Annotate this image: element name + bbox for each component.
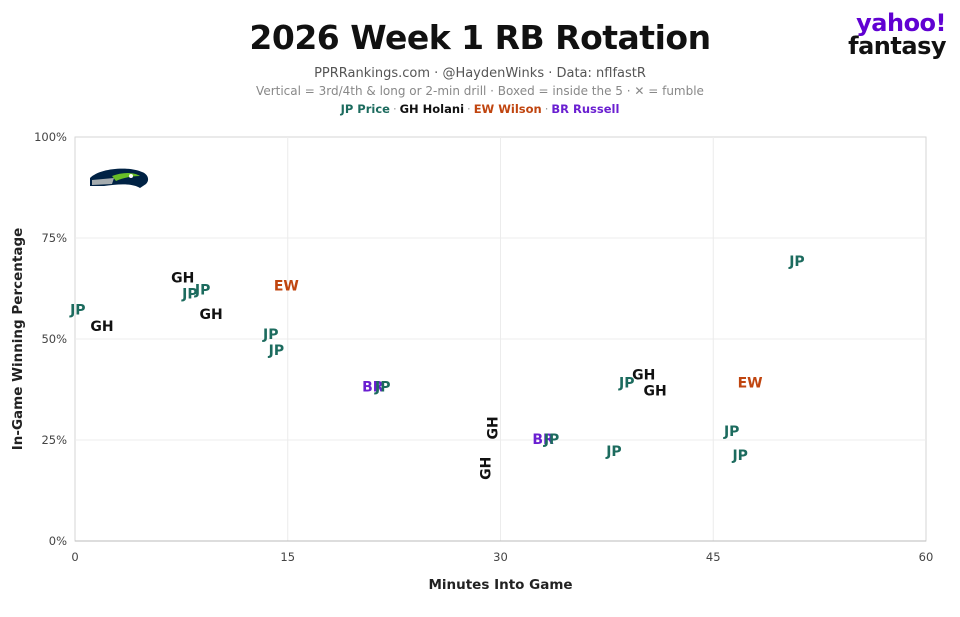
point-label-jp: JP [181, 287, 197, 303]
brand-line-fantasy: fantasy [848, 31, 946, 60]
chart-subtitle-source: PPRRankings.com · @HaydenWinks · Data: n… [314, 66, 646, 81]
logo-gray-stripe [92, 178, 114, 185]
point-label-jp: JP [374, 379, 390, 395]
x-tick-label: 45 [706, 550, 721, 564]
point-label-gh: GH [643, 384, 666, 400]
chart-legend: JP Price · GH Holani · EW Wilson · BR Russell [0, 102, 960, 116]
point-label-jp: JP [262, 327, 278, 343]
chart-ticks: 0 15 30 45 60 0% 25% 50% 75% 100% [34, 130, 933, 564]
logo-green-accent [112, 173, 140, 181]
point-label-jp: JP [605, 444, 621, 460]
legend-item-gh-holani: GH Holani [399, 102, 465, 116]
point-label-gh: GH [171, 270, 194, 286]
chart-title: 2026 Week 1 RB Rotation [249, 18, 711, 57]
point-label-jp: JP [69, 303, 85, 319]
point-label-jp: JP [268, 343, 284, 359]
x-tick-label: 0 [71, 550, 78, 564]
y-tick-label: 50% [41, 332, 67, 346]
chart-marks: JPGHGHJPJPGHEWJPJPBRJPGHGHBRJPJPJPGHGHEW… [69, 254, 805, 480]
legend-item-jp-price: JP Price [340, 102, 390, 116]
legend-separator: · [467, 102, 471, 116]
chart-subtitle-notes: Vertical = 3rd/4th & long or 2-min drill… [256, 84, 704, 98]
legend-separator: · [544, 102, 549, 116]
x-tick-label: 15 [280, 550, 295, 564]
y-tick-label: 75% [41, 231, 67, 245]
point-label-jp: JP [194, 283, 210, 299]
point-label-jp: JP [723, 424, 739, 440]
point-label-br: BR [362, 379, 384, 395]
point-label-ew: EW [738, 375, 763, 391]
y-tick-label: 100% [34, 130, 67, 144]
legend-item-br-russell: BR Russell [551, 102, 620, 116]
point-label-jp: JP [618, 375, 634, 391]
point-label-br: BR [532, 432, 554, 448]
chart-grid [74, 136, 927, 542]
y-tick-label: 0% [49, 534, 67, 548]
point-label-gh: GH [90, 319, 113, 335]
point-label-gh: GH [485, 416, 501, 439]
x-axis-label: Minutes Into Game [428, 577, 573, 593]
yahoo-fantasy-logo: yahoo! fantasy [848, 9, 946, 60]
point-label-gh: GH [632, 367, 655, 383]
legend-separator: · [392, 102, 397, 116]
x-tick-label: 30 [493, 550, 508, 564]
point-label-jp: JP [543, 432, 559, 448]
y-axis-label: In-Game Winning Percentage [10, 227, 26, 451]
y-tick-label: 25% [41, 433, 67, 447]
point-label-jp: JP [788, 254, 804, 270]
point-label-ew: EW [274, 278, 299, 294]
point-label-gh: GH [200, 307, 223, 323]
seahawks-logo [90, 168, 149, 188]
point-label-gh: GH [478, 457, 494, 480]
logo-eye [129, 174, 133, 178]
legend-item-ew-wilson: EW Wilson [473, 102, 542, 116]
x-tick-label: 60 [919, 550, 934, 564]
brand-line-yahoo: yahoo! [856, 9, 946, 37]
point-label-jp: JP [731, 448, 747, 464]
